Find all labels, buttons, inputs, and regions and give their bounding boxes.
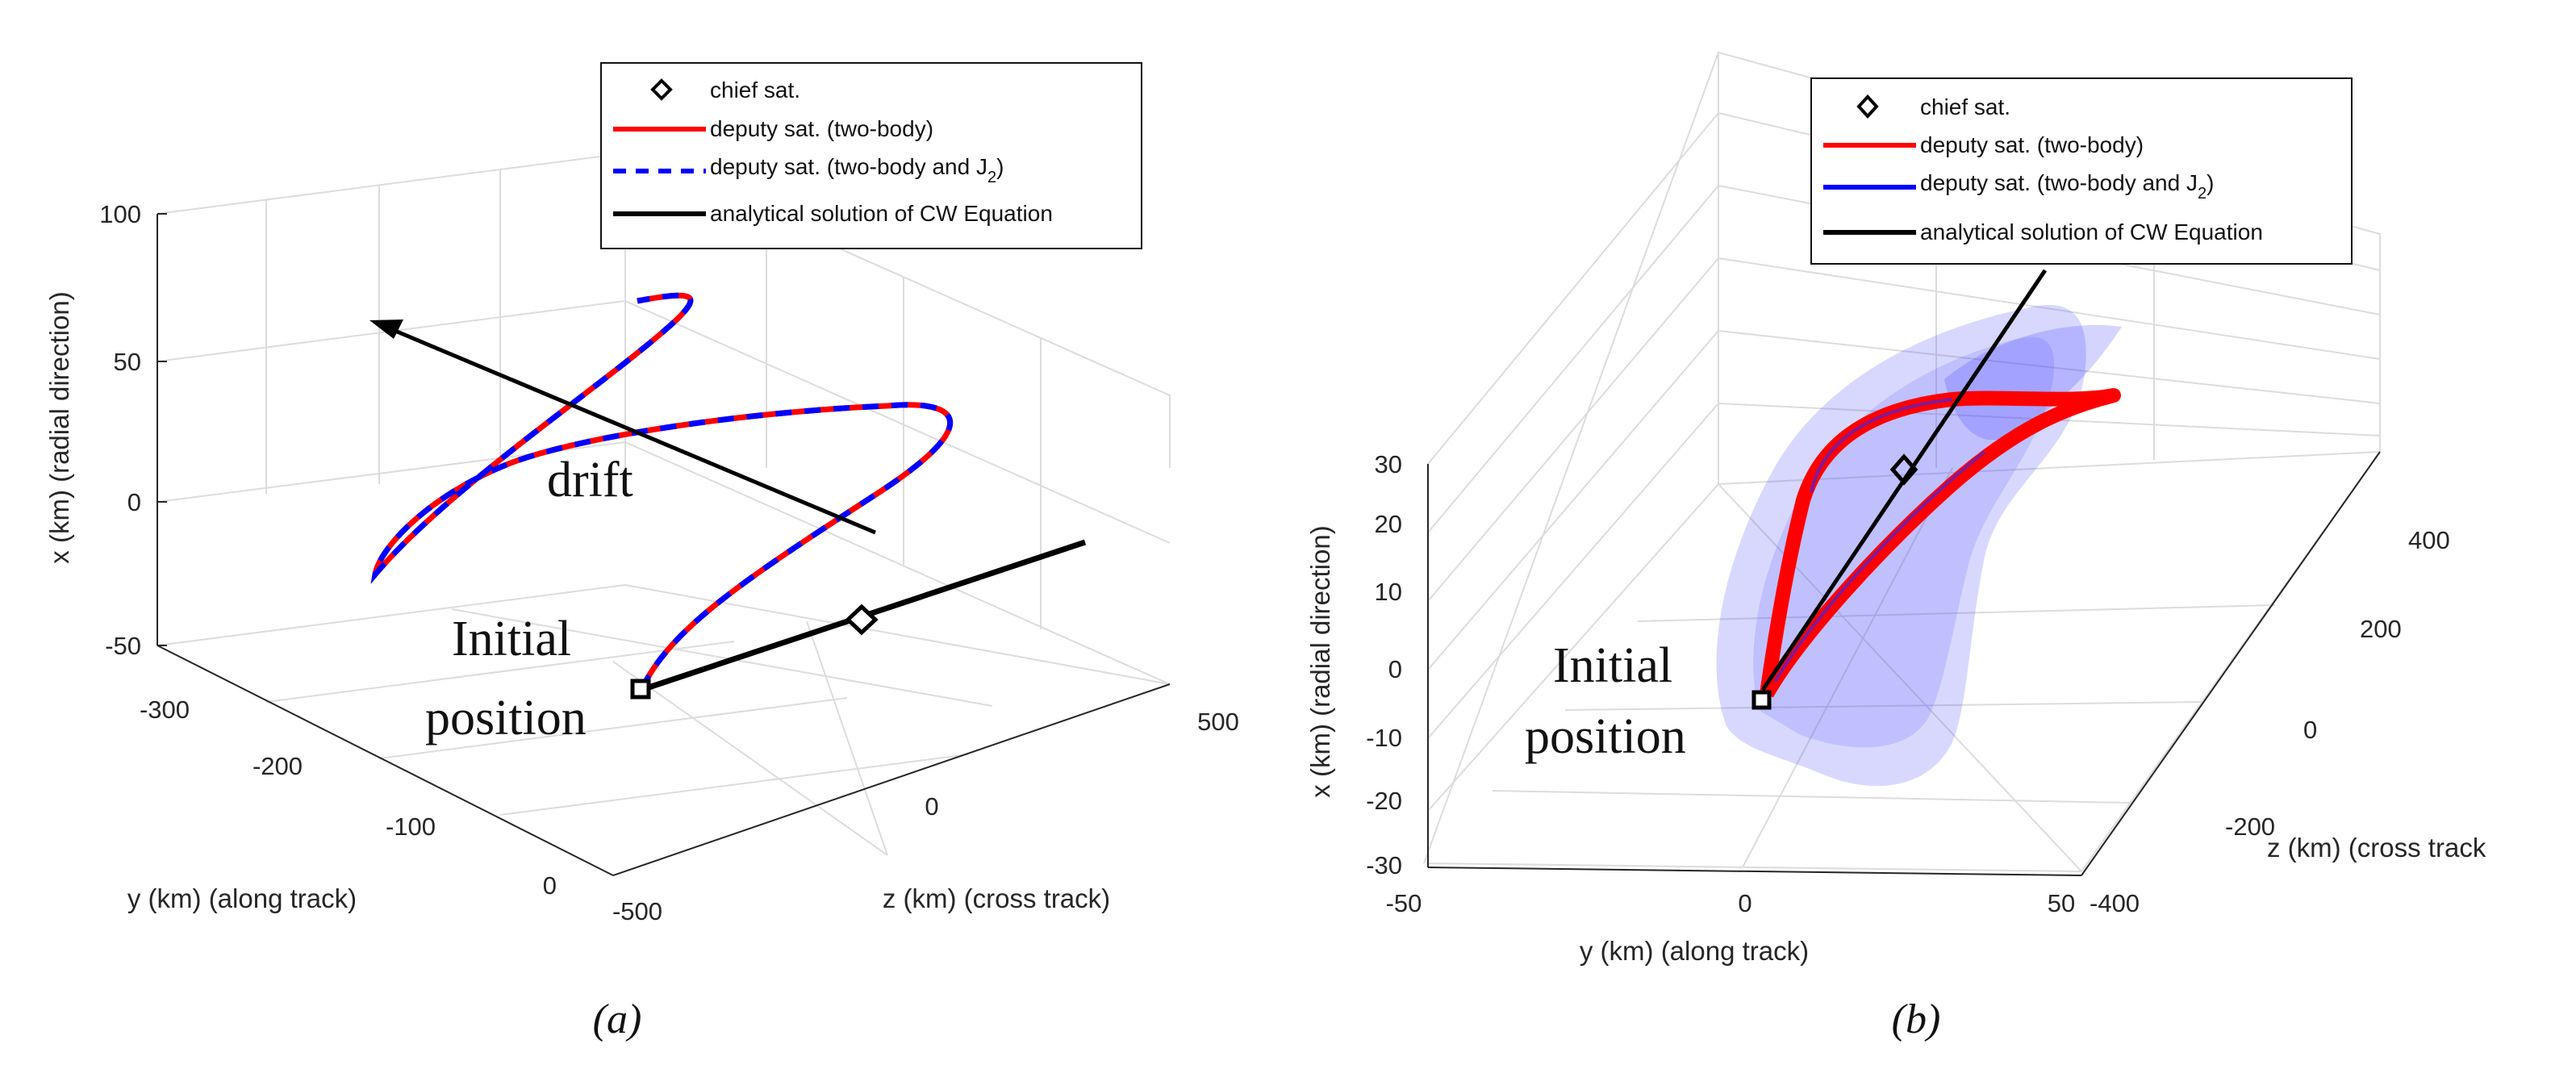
panel-a-initial-annotation: Initial (452, 612, 571, 666)
tick-label: -50 (1386, 889, 1422, 917)
tick-label: 10 (1375, 578, 1402, 606)
deputy-j2-line (370, 292, 954, 691)
tick-label: 400 (2408, 526, 2450, 554)
tick-label: -100 (386, 812, 436, 841)
panel-b-caption: (b) (1892, 996, 1941, 1042)
legend-cw-label: analytical solution of CW Equation (710, 201, 1053, 226)
panel-b-position-annotation: position (1525, 709, 1686, 764)
tick-label: 0 (925, 792, 938, 821)
panel-b-initial-annotation: Initial (1553, 638, 1672, 693)
panel-b-radial-label: x (km) (radial direction) (1305, 525, 1335, 797)
panel-b-j2-envelope (1716, 304, 2122, 787)
panel-a-position-annotation: position (425, 691, 587, 746)
tick-label: -500 (612, 897, 662, 925)
deputy-j2-line (1773, 398, 1986, 683)
panel-b-series (1760, 388, 2121, 698)
tick-label: -30 (1366, 851, 1402, 879)
tick-label: 500 (1197, 708, 1239, 736)
tick-label: -400 (2090, 889, 2140, 917)
tick-label: 0 (2303, 716, 2317, 744)
tick-label: -200 (253, 752, 303, 780)
tick-label: -200 (2225, 812, 2275, 841)
tick-label: 50 (114, 348, 141, 376)
panel-a-radial-label: x (km) (radial direction) (44, 291, 74, 563)
panel-b-cross-ticks: 400 200 0 -200 -400 (2090, 526, 2450, 917)
panel-a-drift-arrow (369, 320, 876, 535)
legend-j2-label: deputy sat. (two-body and J2) (1920, 170, 2214, 203)
tick-label: 0 (1738, 889, 1751, 917)
legend-chief-label: chief sat. (710, 77, 800, 102)
tick-label: -20 (1366, 787, 1402, 815)
panel-a: 100 50 0 -50 -300 -200 -100 0 -500 0 500… (44, 62, 1239, 1042)
panel-a-radial-ticks: 100 50 0 -50 (99, 200, 167, 660)
tick-label: 0 (1388, 655, 1402, 683)
panel-a-series-two-body (370, 292, 954, 691)
panel-a-legend: chief sat. deputy sat. (two-body) deputy… (600, 62, 1142, 249)
legend-chief-marker (1856, 94, 1879, 119)
tick-label: 100 (99, 200, 141, 228)
panel-a-grid (157, 152, 1171, 856)
panel-b-cross-label: z (km) (cross track (2267, 833, 2486, 863)
tick-label: 200 (2360, 615, 2402, 643)
deputy-two-body-line (1760, 388, 2121, 698)
legend-two-body-label: deputy sat. (two-body) (1920, 132, 2144, 157)
panel-a-caption: (a) (593, 996, 642, 1042)
panel-a-along-label: y (km) (along track) (127, 883, 357, 913)
panel-b: 30 20 10 0 -10 -20 -30 -50 0 50 400 200 … (1305, 51, 2486, 1042)
tick-label: -300 (140, 695, 190, 724)
legend-cw-label: analytical solution of CW Equation (1920, 219, 2263, 244)
legend-two-body-label: deputy sat. (two-body) (710, 116, 933, 141)
panel-a-along-ticks: -300 -200 -100 0 (140, 695, 557, 900)
panel-a-cross-label: z (km) (cross track) (883, 883, 1110, 913)
tick-label: -50 (105, 632, 141, 660)
panel-a-initial-marker (630, 679, 651, 700)
panel-a-cross-ticks: -500 0 500 (612, 708, 1239, 925)
tick-label: 0 (543, 871, 557, 900)
legend-chief-marker (650, 78, 673, 101)
legend-chief-label: chief sat. (1920, 94, 2010, 119)
panel-b-along-ticks: -50 0 50 (1386, 889, 2076, 917)
panel-b-radial-ticks: 30 20 10 0 -10 -20 -30 (1366, 450, 1402, 879)
panel-a-axes (157, 214, 1171, 876)
panel-b-chief-marker (1889, 453, 1918, 486)
tick-label: 20 (1375, 510, 1402, 538)
tick-label: 50 (2048, 889, 2075, 917)
panel-b-initial-marker (1751, 690, 1772, 710)
panel-b-along-label: y (km) (along track) (1580, 936, 1809, 966)
tick-label: -10 (1366, 724, 1402, 752)
panel-a-drift-annotation: drift (547, 453, 633, 507)
legend-j2-label: deputy sat. (two-body and J2) (710, 154, 1004, 186)
panel-b-axes (1427, 451, 2381, 876)
tick-label: 30 (1375, 450, 1402, 478)
panel-a-chief-marker (845, 604, 879, 636)
panel-b-legend: chief sat. deputy sat. (two-body) deputy… (1810, 77, 2353, 265)
tick-label: 0 (127, 488, 141, 516)
